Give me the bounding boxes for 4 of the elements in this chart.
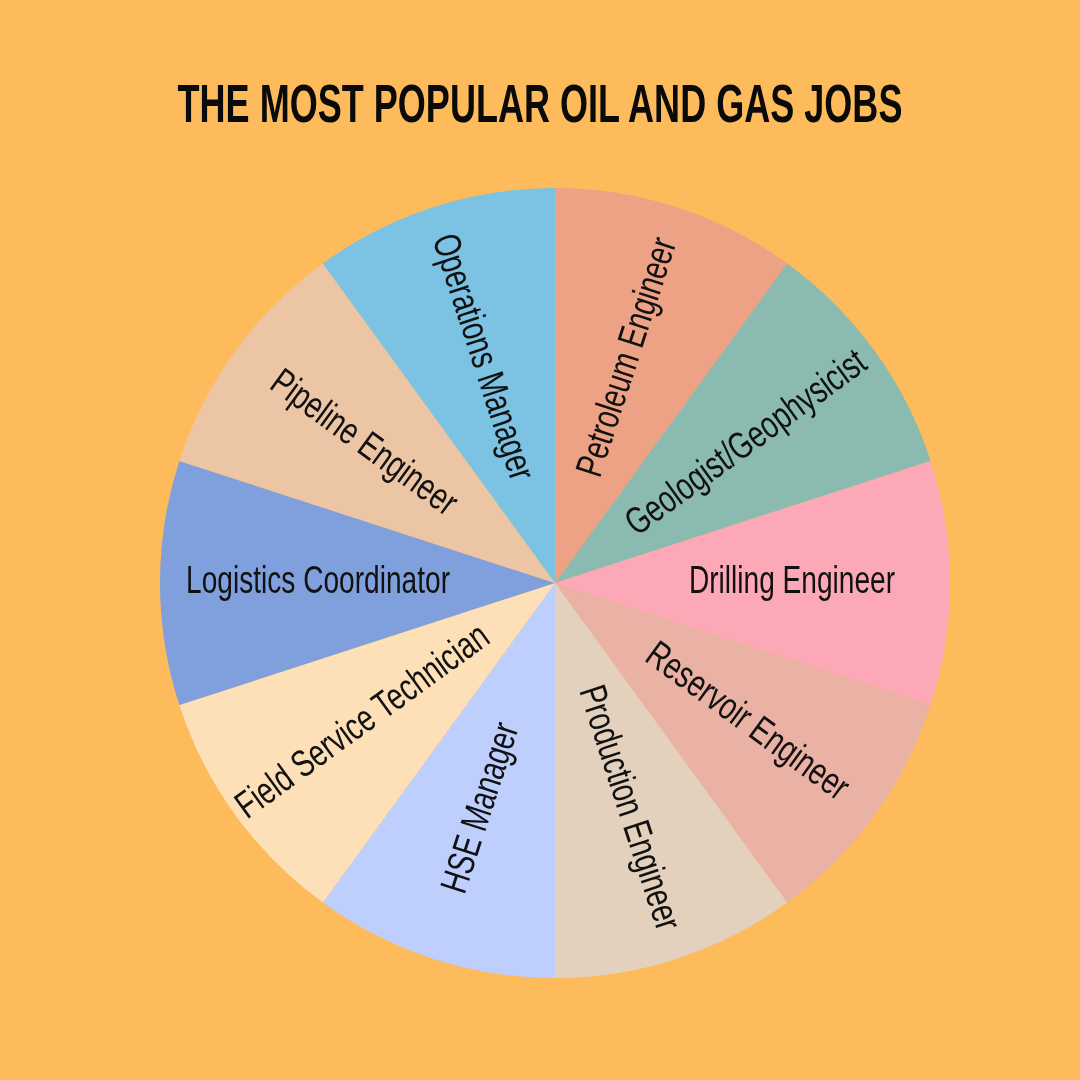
chart-title: THE MOST POPULAR OIL AND GAS JOBS <box>177 74 903 133</box>
slice-label: Logistics Coordinator <box>186 559 450 602</box>
slice-label: HSE Manager <box>432 717 527 899</box>
slice-label: Drilling Engineer <box>688 559 896 602</box>
